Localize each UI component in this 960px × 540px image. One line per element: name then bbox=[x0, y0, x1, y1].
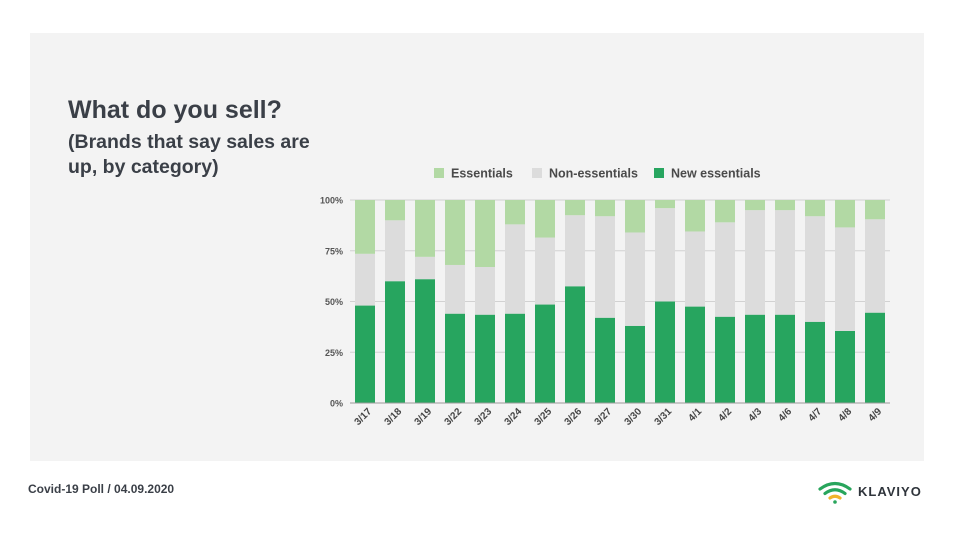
bar-segment-essentials bbox=[475, 200, 495, 267]
bar-segment-essentials bbox=[415, 200, 435, 257]
chart-legend: Essentials Non-essentials New essentials bbox=[434, 167, 761, 181]
bar-segment-non-essentials bbox=[535, 237, 555, 305]
bar-segment-non-essentials bbox=[565, 215, 585, 287]
y-tick-label: 25% bbox=[325, 348, 343, 358]
stacked-bar-chart: Essentials Non-essentials New essentials 0… bbox=[320, 167, 890, 428]
bar-segment-non-essentials bbox=[595, 216, 615, 318]
x-tick-label: 3/30 bbox=[623, 406, 645, 428]
legend-swatch bbox=[434, 168, 444, 178]
bar-segment-non-essentials bbox=[385, 220, 405, 282]
footer-date: 04.09.2020 bbox=[114, 482, 175, 496]
bar-segment-new-essentials bbox=[625, 325, 645, 403]
bar-segment-new-essentials bbox=[415, 279, 435, 403]
bar-segment-essentials bbox=[715, 200, 735, 223]
bar-segment-new-essentials bbox=[565, 286, 585, 403]
bar-segment-essentials bbox=[805, 200, 825, 217]
bar-segment-essentials bbox=[505, 200, 525, 225]
bar-segment-essentials bbox=[775, 200, 795, 211]
bar-segment-non-essentials bbox=[625, 232, 645, 326]
x-tick-label: 3/22 bbox=[443, 406, 465, 428]
bar-segment-essentials bbox=[685, 200, 705, 232]
x-tick-label: 4/1 bbox=[687, 406, 705, 424]
bar-segment-new-essentials bbox=[445, 313, 465, 403]
bar-segment-essentials bbox=[625, 200, 645, 233]
bar-segment-new-essentials bbox=[475, 314, 495, 403]
bar-segment-essentials bbox=[355, 200, 375, 254]
bar-segment-new-essentials bbox=[715, 316, 735, 403]
bar-segment-new-essentials bbox=[505, 313, 525, 403]
y-tick-label: 50% bbox=[325, 297, 343, 307]
bar-segment-essentials bbox=[565, 200, 585, 216]
footer-caption: Covid-19 Poll / 04.09.2020 bbox=[28, 482, 174, 496]
bar-segment-new-essentials bbox=[535, 304, 555, 403]
chart-bars bbox=[355, 200, 885, 403]
bar-segment-non-essentials bbox=[475, 266, 495, 315]
bar-segment-new-essentials bbox=[835, 330, 855, 403]
x-tick-label: 3/24 bbox=[503, 406, 525, 428]
bar-segment-new-essentials bbox=[865, 312, 885, 403]
bar-segment-essentials bbox=[865, 200, 885, 220]
x-tick-label: 3/25 bbox=[533, 406, 555, 428]
bar-segment-non-essentials bbox=[415, 256, 435, 280]
legend-label: Non-essentials bbox=[549, 167, 638, 181]
bar-segment-non-essentials bbox=[685, 231, 705, 307]
bar-segment-essentials bbox=[745, 200, 765, 211]
bar-segment-non-essentials bbox=[445, 264, 465, 314]
x-tick-label: 3/26 bbox=[563, 406, 585, 428]
bar-segment-non-essentials bbox=[865, 219, 885, 313]
bar-segment-essentials bbox=[655, 200, 675, 209]
bar-segment-non-essentials bbox=[715, 222, 735, 317]
footer-separator: / bbox=[107, 482, 111, 496]
footer-poll: Covid-19 Poll bbox=[28, 482, 105, 496]
x-tick-label: 4/8 bbox=[837, 406, 855, 424]
brand-name: KLAVIYO bbox=[858, 483, 922, 499]
bar-segment-new-essentials bbox=[745, 314, 765, 403]
legend-label: Essentials bbox=[451, 167, 513, 181]
klaviyo-logo: KLAVIYO bbox=[818, 478, 922, 504]
legend-swatch bbox=[654, 168, 664, 178]
x-tick-label: 4/9 bbox=[867, 406, 885, 424]
x-tick-label: 3/27 bbox=[593, 406, 615, 428]
page-subtitle: (Brands that say sales are up, by catego… bbox=[68, 131, 310, 178]
bar-segment-new-essentials bbox=[355, 305, 375, 403]
y-tick-label: 100% bbox=[320, 196, 343, 206]
bar-segment-essentials bbox=[535, 200, 555, 238]
bar-segment-new-essentials bbox=[595, 317, 615, 403]
bar-segment-non-essentials bbox=[655, 208, 675, 302]
bar-segment-non-essentials bbox=[835, 227, 855, 331]
bar-segment-new-essentials bbox=[385, 281, 405, 403]
legend-label: New essentials bbox=[671, 167, 761, 181]
bar-segment-essentials bbox=[835, 200, 855, 228]
x-tick-label: 3/18 bbox=[383, 406, 405, 428]
x-tick-label: 3/23 bbox=[473, 406, 495, 428]
bar-segment-essentials bbox=[445, 200, 465, 265]
bar-segment-non-essentials bbox=[355, 253, 375, 306]
x-tick-label: 4/3 bbox=[747, 406, 765, 424]
legend-swatch bbox=[532, 168, 542, 178]
x-tick-label: 4/7 bbox=[807, 406, 825, 424]
bar-segment-new-essentials bbox=[775, 314, 795, 403]
bar-segment-new-essentials bbox=[685, 306, 705, 403]
bar-segment-new-essentials bbox=[655, 301, 675, 403]
x-tick-label: 3/31 bbox=[653, 406, 675, 428]
x-tick-label: 4/2 bbox=[717, 406, 735, 424]
wifi-signal-logo-icon bbox=[818, 481, 852, 504]
y-tick-label: 0% bbox=[330, 399, 343, 409]
bar-segment-new-essentials bbox=[805, 321, 825, 403]
x-tick-label: 3/19 bbox=[413, 406, 435, 428]
y-axis: 0% 25% 50% 75% 100% bbox=[320, 196, 343, 409]
page-title: What do you sell? bbox=[68, 96, 282, 124]
y-tick-label: 75% bbox=[325, 246, 343, 256]
x-axis: 3/17 3/18 3/19 3/22 3/23 3/24 3/25 3/26 3/27 3/30… bbox=[350, 402, 890, 428]
bar-segment-non-essentials bbox=[805, 216, 825, 322]
bar-segment-non-essentials bbox=[745, 210, 765, 315]
bar-segment-non-essentials bbox=[775, 210, 795, 315]
bar-segment-essentials bbox=[595, 200, 615, 217]
bar-segment-non-essentials bbox=[505, 224, 525, 314]
x-tick-label: 3/17 bbox=[353, 406, 375, 428]
bar-segment-essentials bbox=[385, 200, 405, 221]
x-tick-label: 4/6 bbox=[777, 406, 795, 424]
